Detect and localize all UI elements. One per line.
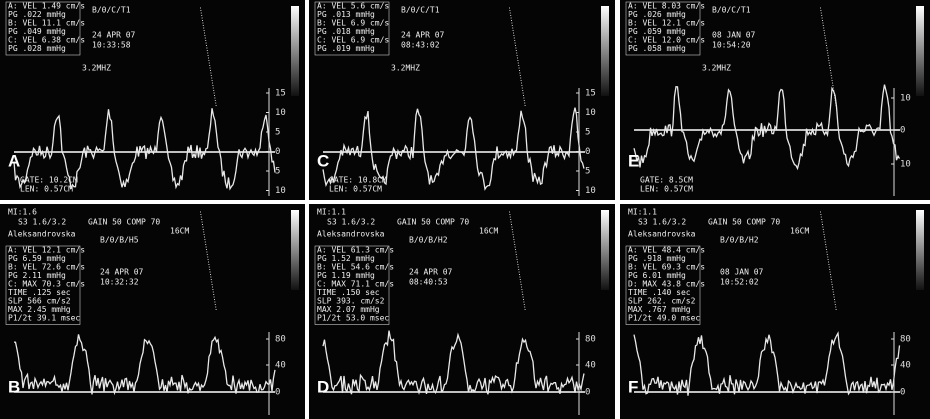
scale-label: 10: [275, 108, 286, 118]
panel-label: B: [8, 377, 20, 396]
gate: GATE: 10.8CM: [329, 176, 387, 185]
panel: A: VEL 1.49 cm/sPG .022 mmHgB: VEL 11.1 …: [0, 0, 305, 200]
probe: S3 1.6/3.2: [18, 218, 66, 227]
scale-label: 0: [275, 147, 280, 157]
probe: S3 1.6/3.2: [638, 218, 686, 227]
frequency: 3.2MHZ: [391, 64, 420, 73]
gain: GAIN 50 COMP 70: [708, 218, 780, 227]
probe: S3 1.6/3.2: [327, 218, 375, 227]
measurement: P1/2t 49.0 msec: [628, 314, 700, 323]
measurement: PG .019 mmHg: [317, 44, 375, 53]
time: 10:52:02: [720, 278, 759, 287]
measurement: PG .028 mmHg: [8, 44, 66, 53]
grayscale-bar: [916, 210, 924, 290]
scale-label: 80: [585, 335, 596, 345]
scale-label: 0: [275, 388, 280, 398]
scale-label: 40: [275, 361, 286, 371]
scale-label: 40: [900, 361, 911, 371]
scale-label: 0: [585, 147, 590, 157]
scale-label: 10: [900, 160, 911, 170]
depth: 16CM: [479, 227, 498, 236]
mi: MI:1.1: [628, 208, 657, 217]
measurement: P1/2t 39.1 msec: [8, 314, 80, 323]
gain: GAIN 50 COMP 70: [88, 218, 160, 227]
gate: GATE: 8.5CM: [640, 176, 693, 185]
scale-label: 40: [585, 361, 596, 371]
panel-label: E: [628, 151, 639, 170]
date: 24 APR 07: [92, 31, 136, 40]
mi: MI:1.1: [317, 208, 346, 217]
grayscale-bar: [291, 6, 299, 96]
mi: MI:1.6: [8, 208, 37, 217]
panel: A: VEL 5.6 cm/sPG .013 mmHgB: VEL 6.9 cm…: [309, 0, 615, 200]
panel-label: C: [317, 151, 329, 170]
grayscale-bar: [601, 210, 609, 290]
panel-label: F: [628, 377, 638, 396]
patient-name: Aleksandrovska: [8, 230, 76, 239]
scale-label: 5: [275, 128, 280, 138]
grayscale-bar: [916, 6, 924, 96]
scale-label: 5: [585, 167, 590, 177]
scale-label: 10: [585, 186, 596, 196]
date: 24 APR 07: [409, 268, 453, 277]
length: LEN: 0.57CM: [329, 185, 382, 194]
length: LEN: 0.57CM: [640, 185, 693, 194]
scale-label: 15: [585, 89, 596, 99]
depth: 16CM: [170, 227, 189, 236]
date: 08 JAN 07: [720, 268, 764, 277]
mode-code: B/0/B/H2: [720, 236, 759, 245]
scale-label: 5: [275, 167, 280, 177]
scale-label: 0: [900, 388, 905, 398]
mode-code: B/0/C/T1: [712, 6, 751, 15]
time: 10:33:58: [92, 41, 131, 50]
time: 08:40:53: [409, 278, 448, 287]
figure: A: VEL 1.49 cm/sPG .022 mmHgB: VEL 11.1 …: [0, 0, 930, 419]
scale-label: 0: [900, 126, 905, 136]
scale-label: 15: [275, 89, 286, 99]
panel-label: D: [317, 377, 329, 396]
panel-label: A: [8, 151, 20, 170]
mode-code: B/0/C/T1: [92, 6, 131, 15]
frequency: 3.2MHZ: [82, 64, 111, 73]
mode-code: B/0/B/H5: [100, 236, 139, 245]
time: 08:43:02: [401, 41, 440, 50]
scale-label: 0: [585, 388, 590, 398]
scale-label: 10: [275, 186, 286, 196]
scale-label: 10: [585, 108, 596, 118]
time: 10:54:20: [712, 41, 751, 50]
date: 24 APR 07: [100, 268, 144, 277]
date: 08 JAN 07: [712, 31, 756, 40]
grayscale-bar: [291, 210, 299, 290]
date: 24 APR 07: [401, 31, 445, 40]
scale-label: 80: [900, 335, 911, 345]
gain: GAIN 50 COMP 70: [397, 218, 469, 227]
mode-code: B/0/B/H2: [409, 236, 448, 245]
frequency: 3.2MHZ: [702, 64, 731, 73]
length: LEN: 0.57CM: [20, 185, 73, 194]
mode-code: B/0/C/T1: [401, 6, 440, 15]
scale-label: 10: [900, 94, 911, 104]
depth: 16CM: [790, 227, 809, 236]
scale-label: 5: [585, 128, 590, 138]
measurement: PG .058 mmHg: [628, 44, 686, 53]
time: 10:32:32: [100, 278, 139, 287]
patient-name: Aleksandrovska: [317, 230, 385, 239]
patient-name: Aleksandrovska: [628, 230, 696, 239]
measurement: P1/2t 53.0 msec: [317, 314, 389, 323]
grayscale-bar: [601, 6, 609, 96]
scale-label: 80: [275, 335, 286, 345]
